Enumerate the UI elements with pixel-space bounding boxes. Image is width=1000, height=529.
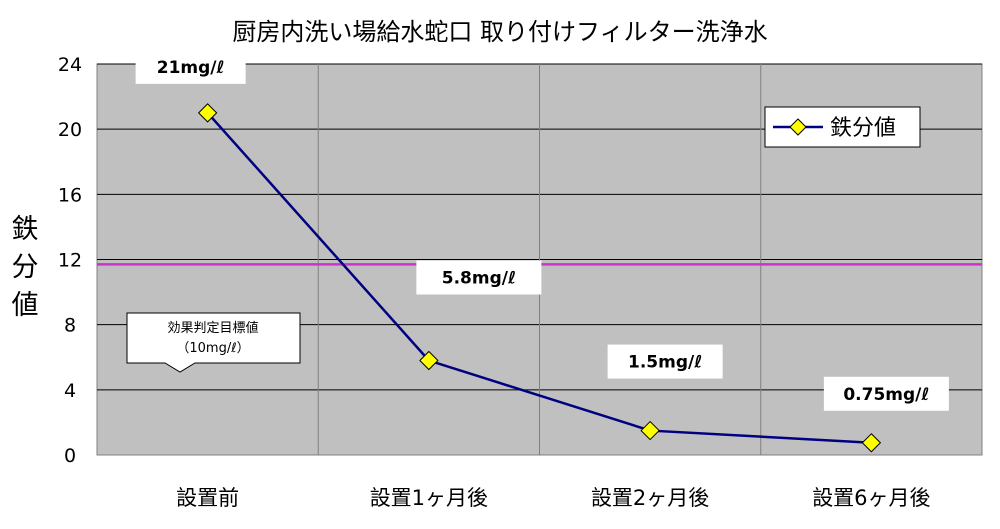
y-axis-label-char: 分 [12, 252, 39, 283]
data-point-marker [197, 103, 218, 123]
y-tick-label: 4 [64, 380, 76, 402]
x-tick-label: 設置前 [176, 486, 239, 510]
legend-label: 鉄分値 [830, 116, 896, 141]
y-tick-label: 24 [58, 54, 82, 76]
data-label: 21mg/ℓ [157, 58, 225, 78]
y-axis-label-char: 鉄 [12, 214, 39, 245]
data-label-box [823, 376, 949, 411]
legend-marker [789, 118, 807, 136]
target-annotation: 効果判定目標値 （10mg/ℓ） [126, 312, 301, 373]
data-label: 0.75mg/ℓ [843, 385, 929, 405]
x-axis-ticks: 設置前 設置1ヶ月後 設置2ヶ月後 設置6ヶ月後 [176, 486, 930, 510]
y-axis-ticks: 0 4 8 12 16 20 24 [58, 54, 82, 467]
y-axis-label-char: 値 [12, 290, 39, 321]
data-labels: 21mg/ℓ 5.8mg/ℓ 1.5mg/ℓ 0.75mg/ℓ [135, 49, 949, 411]
x-tick-label: 設置6ヶ月後 [812, 486, 930, 510]
annotation-callout [126, 312, 301, 373]
y-tick-label: 16 [58, 184, 82, 206]
y-axis-label: 鉄 分 値 [12, 214, 39, 321]
data-point-marker [861, 433, 882, 453]
annotation-line-2: （10mg/ℓ） [176, 341, 249, 356]
y-tick-label: 20 [58, 119, 82, 141]
data-point-marker [419, 350, 439, 371]
x-tick-label: 設置2ヶ月後 [591, 486, 709, 510]
data-label: 1.5mg/ℓ [628, 353, 702, 373]
data-point-marker [640, 420, 660, 441]
chart-title: 厨房内洗い場給水蛇口 取り付けフィルター洗浄水 [232, 18, 767, 46]
data-label-box [135, 49, 246, 84]
x-tick-label: 設置1ヶ月後 [370, 486, 488, 510]
data-markers [197, 103, 882, 453]
series-line-iron [206, 112, 872, 445]
data-label-box [607, 344, 723, 379]
y-tick-label: 0 [64, 445, 76, 467]
y-tick-label: 12 [58, 250, 82, 272]
legend: 鉄分値 [764, 106, 921, 148]
data-label-box [416, 260, 542, 295]
y-tick-label: 8 [64, 315, 76, 337]
data-label: 5.8mg/ℓ [442, 269, 516, 289]
annotation-line-1: 効果判定目標値 [167, 320, 258, 336]
